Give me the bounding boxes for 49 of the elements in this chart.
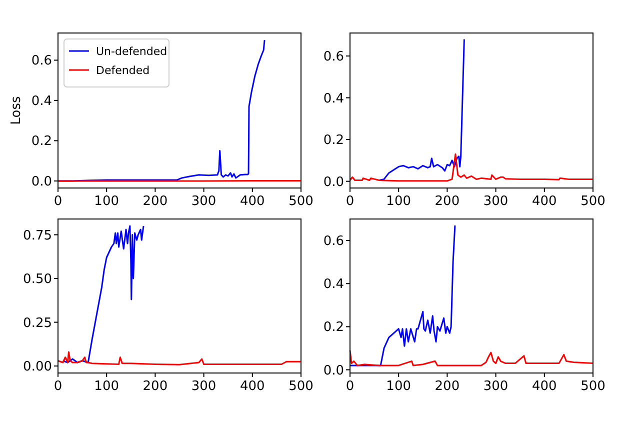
x-tick-label: 200 — [142, 194, 168, 209]
x-tick-label: 100 — [94, 194, 120, 209]
y-tick-label: 0.75 — [23, 228, 52, 244]
y-tick-label: 0.00 — [23, 360, 52, 375]
x-tick-label: 200 — [434, 194, 460, 209]
x-tick-label: 0 — [54, 194, 62, 209]
x-tick-label: 100 — [386, 379, 412, 394]
x-tick-label: 500 — [288, 194, 314, 209]
y-axis-title: Loss — [9, 96, 24, 125]
line-series — [57, 351, 302, 366]
legend-label: Un-defended — [96, 44, 168, 58]
x-tick-label: 400 — [532, 379, 557, 394]
x-tick-label: 500 — [580, 194, 606, 209]
line-series — [378, 38, 465, 182]
x-tick-label: 0 — [346, 379, 354, 394]
x-tick-label: 200 — [434, 379, 460, 394]
line-series — [349, 350, 594, 366]
y-tick-label: 0.0 — [323, 363, 344, 378]
y-tick-label: 0.6 — [323, 50, 344, 65]
y-tick-label: 0.0 — [31, 174, 52, 190]
x-tick-label: 100 — [386, 194, 412, 209]
y-tick-label: 0.4 — [323, 91, 344, 106]
y-tick-label: 0.0 — [323, 174, 344, 190]
x-tick-label: 0 — [346, 194, 354, 209]
x-tick-label: 400 — [240, 194, 265, 209]
x-tick-label: 500 — [288, 379, 314, 394]
x-tick-label: 500 — [580, 379, 606, 394]
x-tick-label: 300 — [483, 379, 508, 394]
x-tick-label: 100 — [94, 379, 120, 394]
x-tick-label: 400 — [240, 379, 265, 394]
y-tick-label: 0.2 — [31, 134, 52, 150]
x-tick-label: 200 — [142, 379, 168, 394]
line-series — [62, 225, 144, 364]
x-tick-label: 300 — [191, 379, 216, 394]
x-tick-label: 400 — [532, 194, 557, 209]
line-series — [349, 153, 594, 182]
y-tick-label: 0.25 — [23, 316, 52, 331]
x-tick-label: 300 — [483, 194, 508, 209]
y-tick-label: 0.6 — [323, 234, 344, 250]
y-tick-label: 0.4 — [31, 94, 52, 109]
y-tick-label: 0.2 — [323, 133, 344, 148]
x-tick-label: 0 — [54, 379, 62, 394]
legend-label: Defended — [96, 64, 150, 77]
line-series — [349, 224, 456, 366]
x-tick-label: 300 — [191, 194, 216, 209]
y-tick-label: 0.50 — [23, 272, 52, 288]
y-tick-label: 0.4 — [323, 277, 344, 292]
y-tick-label: 0.6 — [31, 54, 52, 69]
y-tick-label: 0.2 — [323, 320, 344, 336]
